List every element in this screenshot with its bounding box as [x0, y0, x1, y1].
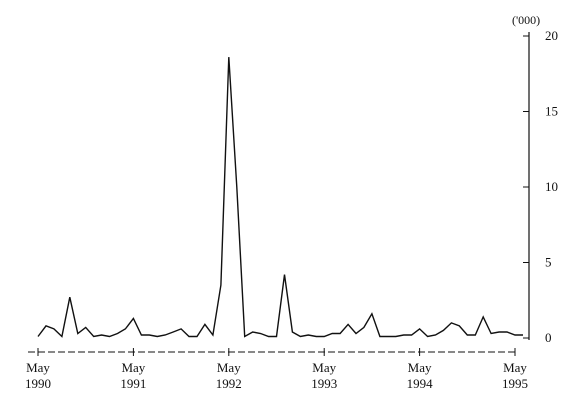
y-tick-label: 5 [545, 255, 552, 270]
y-axis: 0 5 10 15 20 [523, 28, 558, 345]
y-tick-label: 15 [545, 104, 558, 119]
x-tick-label-month: May [408, 360, 432, 375]
x-tick-label-month: May [312, 360, 336, 375]
x-axis: May1990May1991May1992May1993May1994May19… [25, 348, 528, 391]
x-tick-label-year: 1994 [407, 376, 434, 391]
x-tick-label-year: 1990 [25, 376, 51, 391]
y-axis-unit-label: ('000) [512, 13, 540, 27]
x-tick-label-month: May [503, 360, 527, 375]
series-group [37, 57, 523, 338]
x-tick-label-month: May [26, 360, 50, 375]
y-tick-label: 0 [545, 330, 552, 345]
series-line [37, 57, 523, 338]
y-tick-label: 20 [545, 28, 558, 43]
x-tick-label-year: 1995 [502, 376, 528, 391]
x-tick-label-year: 1991 [120, 376, 146, 391]
x-tick-label-year: 1993 [311, 376, 337, 391]
x-tick-label-month: May [217, 360, 241, 375]
x-tick-label-month: May [121, 360, 145, 375]
y-tick-label: 10 [545, 179, 558, 194]
x-tick-label-year: 1992 [216, 376, 242, 391]
